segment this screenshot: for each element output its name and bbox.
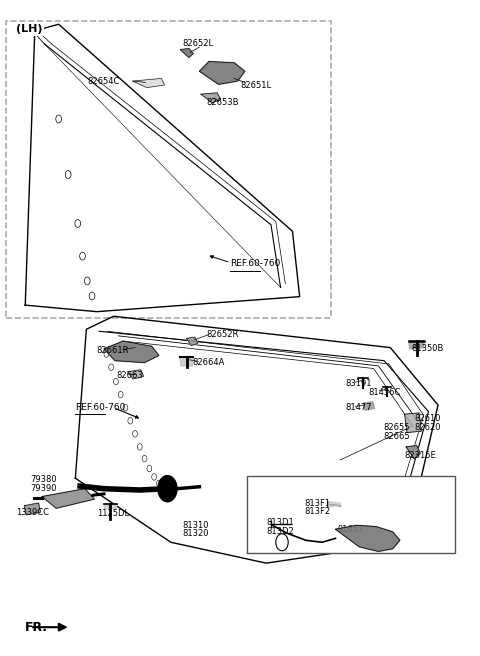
Text: 82610: 82610	[414, 414, 441, 422]
Polygon shape	[336, 525, 400, 552]
Text: 813D1: 813D1	[266, 518, 294, 527]
Polygon shape	[132, 79, 165, 88]
Text: 1339CC: 1339CC	[16, 508, 48, 517]
Text: 813D2: 813D2	[266, 527, 294, 536]
Text: 81456C: 81456C	[369, 388, 401, 396]
Text: (LH): (LH)	[16, 24, 42, 34]
Polygon shape	[405, 413, 421, 432]
Polygon shape	[128, 370, 144, 379]
Text: 82651L: 82651L	[240, 81, 271, 89]
Polygon shape	[363, 402, 374, 410]
Polygon shape	[409, 341, 424, 349]
Text: 81477: 81477	[345, 403, 372, 412]
Text: REF.60-760: REF.60-760	[75, 403, 126, 412]
Text: FR.: FR.	[25, 621, 48, 634]
Text: 82664A: 82664A	[192, 358, 225, 367]
Text: 82620: 82620	[414, 422, 441, 432]
Text: 81310: 81310	[183, 521, 209, 530]
Text: 82315E: 82315E	[405, 451, 436, 460]
Polygon shape	[105, 504, 116, 508]
Text: 82655: 82655	[383, 422, 409, 432]
FancyBboxPatch shape	[247, 476, 455, 554]
Text: 79390: 79390	[30, 483, 57, 493]
Text: 82663: 82663	[116, 371, 143, 380]
Polygon shape	[406, 445, 420, 459]
Text: 81320: 81320	[183, 529, 209, 539]
Text: 83191: 83191	[345, 379, 372, 388]
Text: 1125DL: 1125DL	[97, 509, 129, 518]
Polygon shape	[329, 502, 340, 507]
Text: 82652L: 82652L	[183, 39, 214, 49]
Polygon shape	[199, 62, 245, 85]
Text: 79380: 79380	[30, 475, 57, 484]
Circle shape	[158, 476, 177, 502]
Polygon shape	[201, 93, 221, 102]
Polygon shape	[24, 503, 40, 515]
Polygon shape	[180, 49, 193, 58]
Text: 82652R: 82652R	[206, 330, 239, 339]
Text: 813F1: 813F1	[304, 499, 331, 508]
Text: 813F2: 813F2	[304, 507, 331, 516]
Text: 91651: 91651	[338, 525, 364, 534]
Text: 81350B: 81350B	[412, 344, 444, 354]
Polygon shape	[42, 489, 95, 508]
Polygon shape	[187, 337, 198, 346]
Text: 82653B: 82653B	[206, 98, 239, 107]
Polygon shape	[180, 358, 193, 366]
Text: 82665: 82665	[383, 432, 410, 441]
Text: 82661R: 82661R	[97, 346, 129, 356]
Polygon shape	[104, 341, 159, 363]
Text: 82654C: 82654C	[87, 77, 120, 85]
Text: REF.60-760: REF.60-760	[230, 260, 281, 268]
